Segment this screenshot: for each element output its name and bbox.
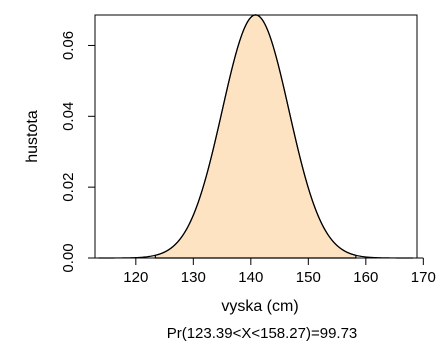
x-tick-label: 170 — [411, 269, 436, 286]
y-axis: 0.00 0.02 0.04 0.06 — [60, 31, 96, 273]
x-axis: 120 130 140 150 160 170 — [123, 257, 436, 286]
y-axis-title: hustota — [24, 110, 41, 163]
probability-caption: Pr(123.39<X<158.27)=99.73 — [167, 325, 358, 342]
x-tick-label: 150 — [296, 269, 321, 286]
y-tick-label: 0.06 — [60, 31, 77, 60]
y-tick-label: 0.02 — [60, 173, 77, 202]
shaded-probability-area — [154, 14, 357, 259]
x-tick-label: 160 — [353, 269, 378, 286]
x-tick-label: 140 — [238, 269, 263, 286]
x-axis-title: vyska (cm) — [221, 298, 298, 315]
x-tick-label: 120 — [123, 269, 148, 286]
x-tick-label: 130 — [181, 269, 206, 286]
y-tick-label: 0.04 — [60, 102, 77, 131]
shaded-area-layer — [154, 14, 357, 259]
y-tick-label: 0.00 — [60, 243, 77, 272]
